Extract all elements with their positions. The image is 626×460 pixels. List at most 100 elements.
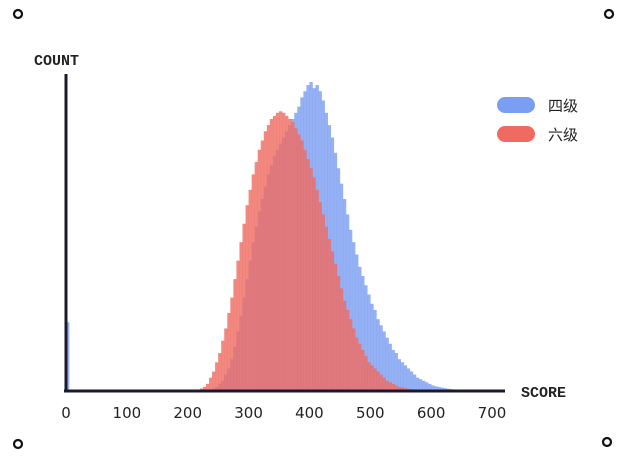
histogram-bar	[373, 368, 377, 390]
histogram-bar	[345, 309, 350, 390]
histogram-bar	[412, 374, 417, 390]
histogram-bar	[364, 285, 368, 390]
histogram-bar	[263, 131, 268, 390]
histogram-bar	[422, 380, 426, 390]
legend-label-cet4: 四级	[548, 97, 578, 115]
histogram-bar	[339, 288, 344, 390]
histogram-bar	[400, 362, 405, 390]
x-tick-label: 700	[478, 404, 507, 422]
histogram-bar	[251, 174, 255, 390]
histogram-bar	[358, 343, 362, 390]
histogram-bar	[394, 353, 398, 390]
histogram-bar	[397, 386, 402, 390]
histogram-bar	[382, 377, 386, 390]
histogram-bar	[367, 294, 371, 390]
histogram-bar	[388, 343, 392, 390]
series-1-bars	[199, 111, 417, 391]
histogram-bar	[348, 229, 353, 390]
histogram-bar	[242, 223, 246, 390]
histogram-bar	[364, 356, 368, 390]
histogram-bar	[248, 189, 252, 390]
histogram-bar	[239, 242, 243, 390]
corner-dot-bottom-left	[12, 438, 24, 450]
histogram-bar	[352, 242, 356, 390]
x-tick-label: 300	[234, 404, 263, 422]
x-tick-label: 100	[113, 404, 142, 422]
histogram-bar	[428, 383, 432, 390]
histogram-bar	[336, 276, 341, 390]
histogram-bar	[379, 325, 383, 390]
histogram-bar	[418, 379, 423, 390]
histogram-bar	[352, 328, 356, 390]
histogram-bar	[266, 125, 271, 391]
histogram-bar	[446, 388, 450, 390]
histogram-bar	[285, 115, 289, 390]
histogram-bar	[388, 382, 392, 390]
histogram-bar	[272, 115, 277, 390]
histogram-bar	[227, 313, 231, 390]
histogram-bar	[379, 374, 383, 390]
histogram-bar	[400, 387, 405, 390]
legend-label-cet6: 六级	[548, 126, 578, 144]
histogram-bar	[218, 353, 222, 390]
y-axis-title: COUNT	[34, 53, 79, 70]
histogram-bar	[382, 331, 386, 390]
histogram-bar	[233, 279, 237, 390]
x-tick-label: 400	[295, 404, 324, 422]
histogram-bar	[361, 349, 365, 390]
histogram-bar	[385, 337, 389, 390]
histogram-bar	[309, 168, 313, 390]
legend-swatch-cet6	[497, 126, 535, 142]
x-tick-labels: 0 100 200 300 400 500 600 700	[61, 404, 506, 422]
histogram-bar	[300, 140, 304, 390]
corner-dot-bottom-right	[601, 436, 613, 448]
x-tick-label: 600	[417, 404, 446, 422]
histogram-bar	[358, 266, 362, 390]
histogram-bar	[339, 183, 344, 390]
histogram-bar	[230, 297, 234, 390]
histogram-bar	[376, 319, 380, 390]
histogram-bar	[437, 386, 441, 390]
histogram-bar	[199, 388, 204, 390]
histogram-bar	[394, 385, 398, 390]
histogram-bar	[205, 383, 210, 390]
histogram-bar	[236, 260, 240, 390]
histogram-bar	[279, 111, 283, 390]
histogram-bar	[321, 214, 325, 390]
histogram-bar	[327, 239, 332, 390]
histogram-bar	[303, 149, 307, 390]
histogram-bar	[202, 386, 207, 390]
histogram-bar	[425, 382, 429, 390]
histogram-bar	[443, 388, 447, 390]
corner-dot-top-left	[12, 8, 24, 20]
x-tick-label: 500	[356, 404, 385, 422]
histogram-bar	[291, 122, 295, 390]
histogram-bar	[391, 349, 395, 390]
x-axis-title: SCORE	[521, 385, 566, 402]
histogram-bar	[345, 214, 350, 390]
histogram-bar	[355, 337, 359, 390]
histogram-bar	[376, 371, 380, 390]
histogram-bar	[431, 385, 435, 390]
histogram-bar	[288, 118, 292, 391]
legend-swatch-cet4	[497, 97, 535, 113]
histogram-bar	[297, 134, 301, 390]
histogram-bar	[370, 303, 374, 390]
histogram-bar	[342, 300, 347, 390]
histogram-bar	[361, 276, 365, 390]
histogram-bar	[370, 365, 374, 390]
histogram-bar	[403, 365, 408, 390]
histogram-bar	[66, 322, 70, 390]
histogram-bar	[403, 388, 408, 390]
histogram-bar	[391, 383, 395, 390]
histogram-bar	[406, 388, 411, 390]
histogram-bar	[209, 377, 213, 390]
histogram-bar	[385, 380, 389, 390]
histogram-bar	[221, 340, 225, 390]
histogram-bar	[409, 371, 414, 390]
histogram-bar	[355, 254, 359, 390]
histogram-bar	[373, 309, 377, 390]
histogram-bar	[348, 319, 353, 390]
histogram-bar	[397, 359, 402, 390]
